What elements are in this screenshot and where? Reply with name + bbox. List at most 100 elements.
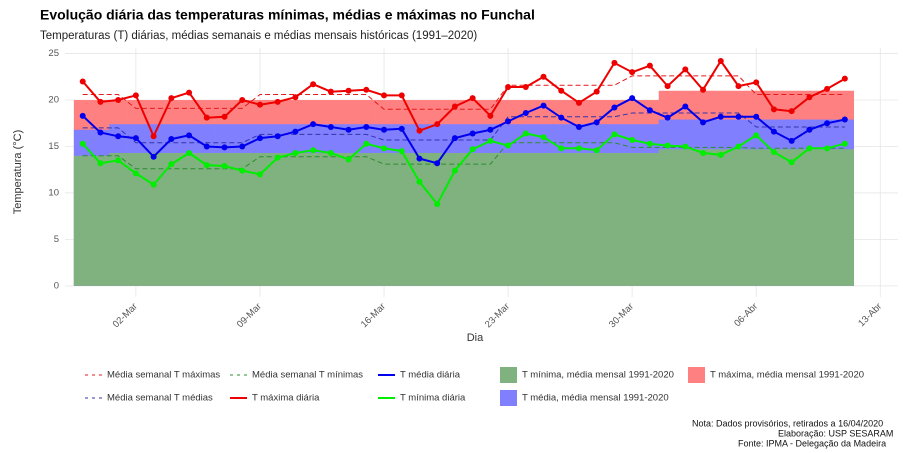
band-segment bbox=[197, 152, 216, 286]
daily-point bbox=[717, 151, 724, 158]
daily-point bbox=[469, 130, 476, 137]
daily-point bbox=[132, 92, 139, 99]
daily-point bbox=[451, 103, 458, 110]
daily-point bbox=[611, 104, 618, 111]
daily-point bbox=[558, 114, 565, 121]
daily-point bbox=[735, 143, 742, 150]
band-segment bbox=[587, 152, 606, 286]
daily-point bbox=[824, 85, 831, 92]
daily-point bbox=[381, 92, 388, 99]
band-segment bbox=[286, 152, 305, 286]
weekly-line bbox=[82, 142, 845, 170]
band-segment bbox=[339, 152, 358, 286]
band-segment bbox=[499, 152, 518, 286]
legend-label: T mínima diária bbox=[400, 393, 466, 404]
band-segment bbox=[658, 149, 677, 286]
legend-label: Média semanal T médias bbox=[107, 393, 213, 404]
daily-point bbox=[381, 126, 388, 133]
daily-point bbox=[416, 178, 423, 185]
legend-item: T máxima, média mensal 1991-2020 bbox=[688, 367, 864, 383]
band-segment bbox=[835, 149, 854, 286]
daily-point bbox=[256, 171, 263, 178]
daily-point bbox=[575, 123, 582, 130]
chart-title: Evolução diária das temperaturas mínimas… bbox=[40, 7, 535, 23]
daily-point bbox=[186, 149, 193, 156]
y-tick-label: 10 bbox=[48, 187, 59, 198]
daily-point bbox=[451, 135, 458, 142]
daily-point bbox=[770, 106, 777, 113]
daily-point bbox=[363, 86, 370, 93]
daily-point bbox=[292, 128, 299, 135]
legend-swatch bbox=[500, 390, 517, 406]
daily-point bbox=[788, 137, 795, 144]
x-tick-label: 06-Abr bbox=[732, 301, 760, 329]
daily-point bbox=[345, 87, 352, 94]
x-tick-label: 23-Mar bbox=[483, 301, 512, 330]
daily-point bbox=[398, 125, 405, 132]
band-segment bbox=[694, 149, 713, 286]
band-segment bbox=[711, 149, 730, 286]
daily-point bbox=[841, 116, 848, 123]
daily-point bbox=[79, 140, 86, 147]
band-segment bbox=[321, 152, 341, 286]
legend-label: T máxima diária bbox=[252, 393, 320, 404]
legend-item: T máxima diária bbox=[230, 393, 320, 404]
daily-point bbox=[434, 201, 441, 208]
band-segment bbox=[481, 152, 500, 286]
daily-point bbox=[522, 130, 529, 137]
daily-point bbox=[363, 140, 370, 147]
daily-point bbox=[522, 110, 529, 117]
daily-point bbox=[327, 123, 334, 130]
band-segment bbox=[91, 155, 110, 286]
daily-point bbox=[629, 69, 636, 76]
legend-swatch bbox=[500, 367, 517, 383]
y-tick-label: 20 bbox=[48, 95, 59, 106]
daily-point bbox=[150, 133, 157, 140]
daily-point bbox=[132, 170, 139, 177]
x-tick-label: 13-Abr bbox=[856, 301, 884, 329]
band-segment bbox=[127, 152, 146, 286]
daily-point bbox=[558, 87, 565, 94]
daily-point bbox=[841, 75, 848, 82]
daily-point bbox=[824, 120, 831, 127]
band-segment bbox=[729, 149, 748, 286]
daily-point bbox=[806, 145, 813, 152]
daily-point bbox=[327, 149, 334, 156]
daily-point bbox=[806, 126, 813, 133]
band-segment bbox=[251, 152, 270, 286]
daily-point bbox=[487, 126, 494, 133]
daily-point bbox=[469, 146, 476, 153]
daily-point bbox=[150, 181, 157, 188]
daily-point bbox=[522, 84, 529, 91]
note: Nota: Dados provisórios, retirados a 16/… bbox=[692, 418, 883, 428]
legend-label: T mínima, média mensal 1991-2020 bbox=[522, 370, 674, 381]
daily-point bbox=[79, 78, 86, 85]
x-tick-label: 09-Mar bbox=[235, 301, 264, 330]
daily-point bbox=[646, 62, 653, 69]
daily-point bbox=[274, 133, 281, 140]
daily-point bbox=[416, 155, 423, 162]
daily-point bbox=[469, 95, 476, 102]
legend-item: T média, média mensal 1991-2020 bbox=[500, 390, 669, 406]
daily-point bbox=[753, 113, 760, 120]
band-segment bbox=[233, 152, 252, 286]
daily-point bbox=[646, 107, 653, 114]
band-segment bbox=[605, 152, 624, 286]
daily-point bbox=[168, 136, 175, 143]
daily-point bbox=[700, 119, 707, 126]
daily-point bbox=[168, 161, 175, 168]
daily-point bbox=[115, 157, 122, 164]
daily-point bbox=[575, 99, 582, 106]
daily-point bbox=[292, 94, 299, 101]
daily-point bbox=[256, 135, 263, 142]
band-segment bbox=[516, 152, 535, 286]
daily-point bbox=[203, 162, 210, 169]
band-segment bbox=[304, 152, 323, 286]
daily-point bbox=[274, 98, 281, 105]
weekly-line bbox=[82, 112, 845, 144]
daily-point bbox=[186, 89, 193, 96]
daily-point bbox=[310, 121, 317, 128]
daily-point bbox=[540, 102, 547, 109]
